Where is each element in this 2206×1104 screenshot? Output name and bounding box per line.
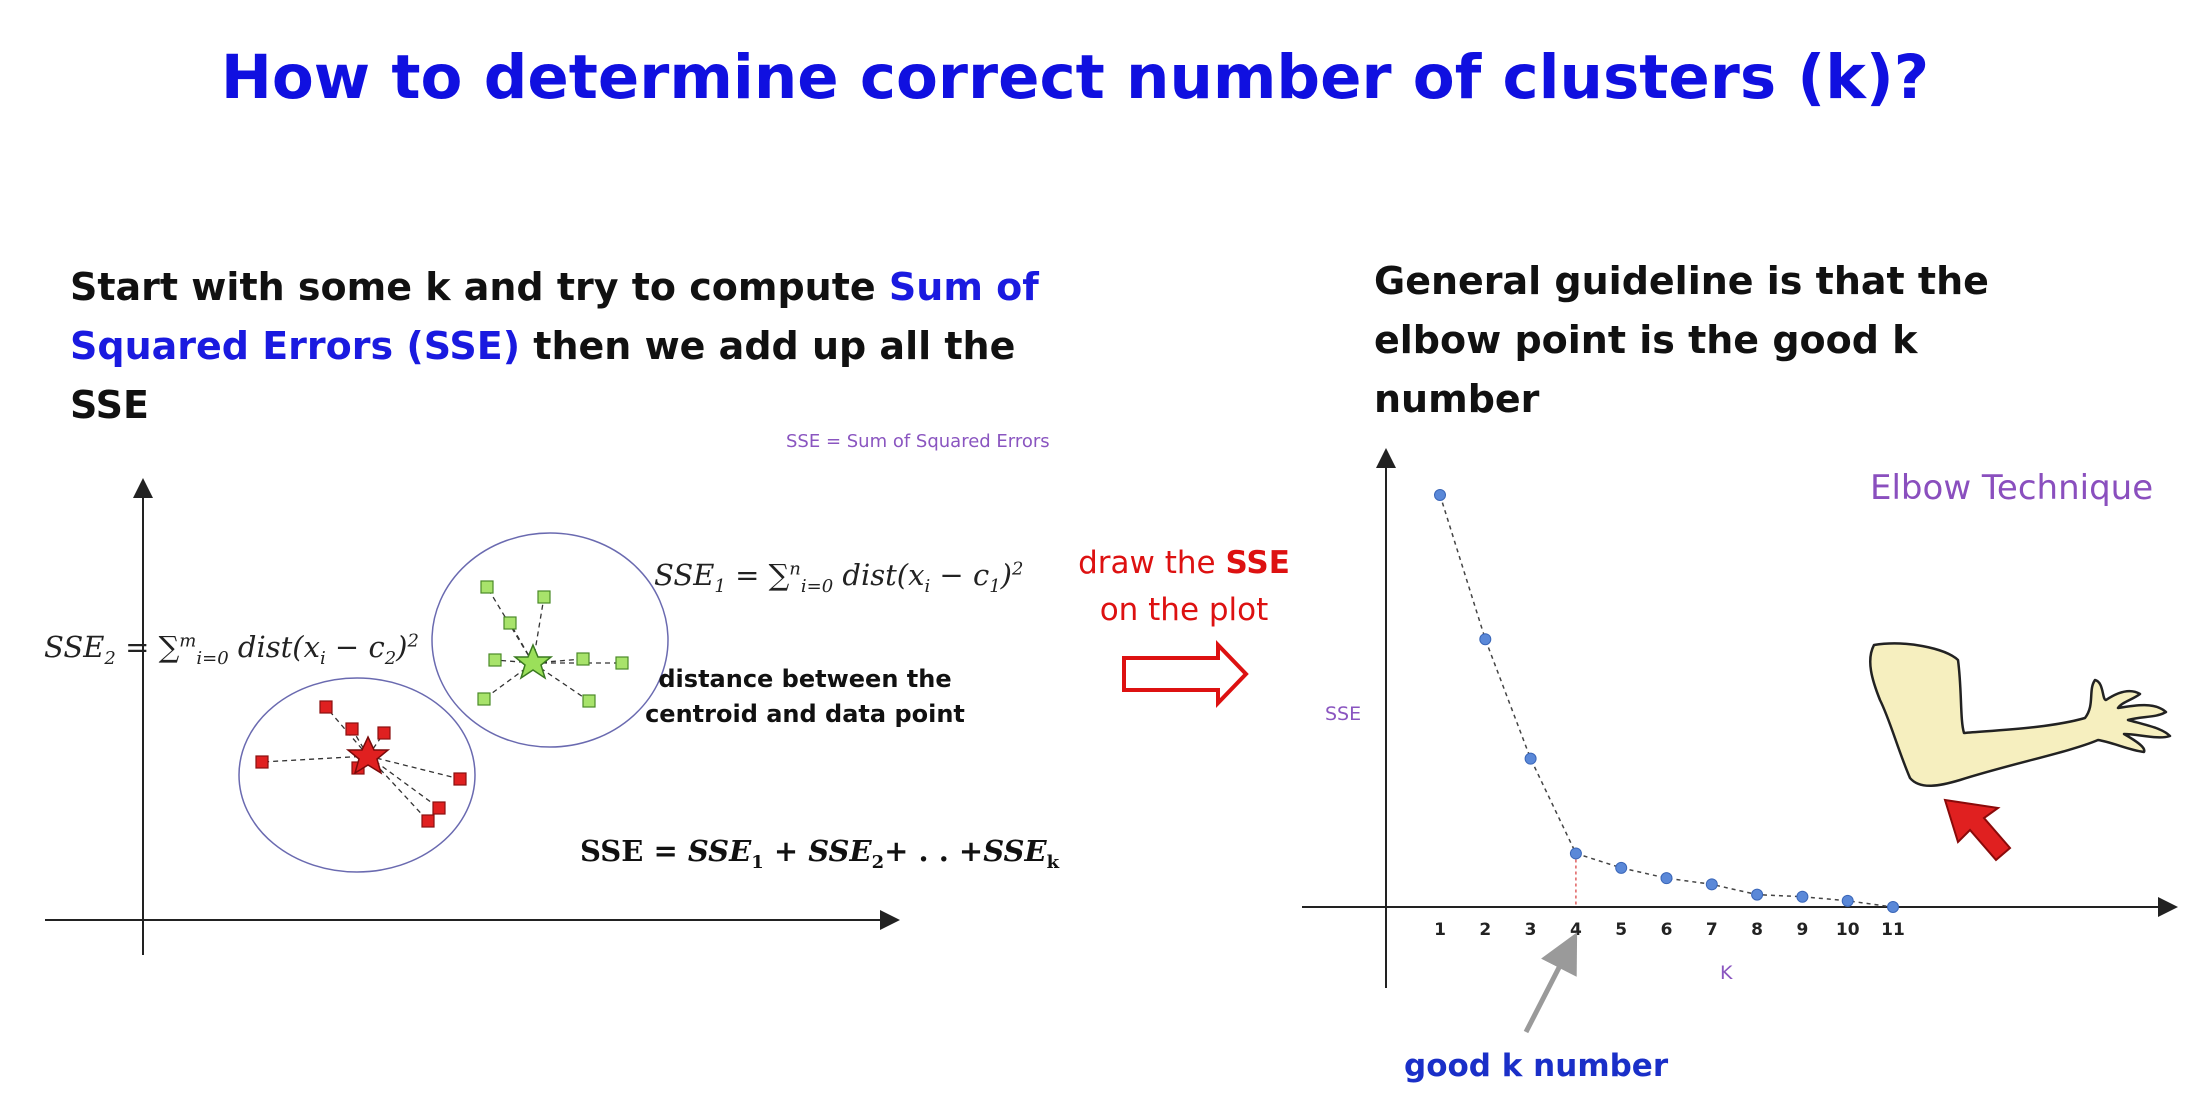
cluster1-point	[582, 694, 596, 708]
elbow-x-tick-label: 10	[1836, 920, 1860, 940]
cluster2-point	[377, 726, 391, 740]
left-description-part3: then we add up all the SSE	[70, 324, 1016, 427]
page-title: How to determine correct number of clust…	[220, 42, 1930, 113]
draw-sse-note: draw the SSE on the plot	[1054, 540, 1314, 634]
cluster2-point	[432, 801, 446, 815]
cluster2-centroid-star	[345, 735, 391, 775]
elbow-data-point	[1479, 633, 1492, 646]
draw-note-line2: on the plot	[1099, 592, 1269, 628]
right-description: General guideline is that the elbow poin…	[1374, 259, 1989, 421]
elbow-x-tick-label: 1	[1434, 920, 1446, 940]
bent-arm-icon	[1869, 642, 2172, 787]
cluster2-points	[255, 700, 467, 828]
left-description-part1: Start with some k and try to compute	[70, 265, 889, 309]
elbow-data-point	[1660, 872, 1673, 885]
elbow-data-point	[1705, 878, 1718, 891]
elbow-x-tick-label: 9	[1796, 920, 1808, 940]
elbow-x-tick-label: 2	[1479, 920, 1491, 940]
distance-note: distance between the centroid and data p…	[645, 665, 965, 728]
elbow-technique-title: Elbow Technique	[1870, 468, 2154, 508]
good-k-label: good k number	[1404, 1048, 1669, 1084]
elbow-data-point	[1841, 894, 1854, 907]
sse1-formula: SSE1 = ∑ni=0 dist(xi − c1)2	[654, 558, 1024, 597]
cluster1-centroid-star	[512, 643, 554, 680]
elbow-series-line	[1439, 494, 1894, 908]
elbow-y-axis-label: SSE	[1325, 703, 1362, 725]
sse-total-formula: SSE = SSE1 + SSE2+ . . +SSEk	[580, 834, 1060, 873]
elbow-x-tick-label: 5	[1615, 920, 1627, 940]
elbow-data-point	[1887, 901, 1899, 913]
cluster1-point	[480, 580, 494, 594]
elbow-x-tick-label: 8	[1751, 920, 1763, 940]
elbow-x-tick-label: 11	[1881, 920, 1905, 940]
draw-note-line1: draw the	[1078, 545, 1226, 581]
elbow-data-point	[1524, 752, 1537, 765]
good-k-arrow-icon	[1523, 932, 1578, 1034]
left-description-highlight: Sum of Squared Errors (SSE)	[70, 265, 1039, 368]
elbow-x-tick-label: 4	[1570, 920, 1582, 940]
cluster2-point	[319, 700, 333, 714]
cluster2-point	[255, 755, 269, 769]
elbow-data-point	[1434, 489, 1446, 501]
elbow-data-point	[1615, 861, 1628, 874]
elbow-data-point	[1751, 888, 1764, 901]
cluster2-circle	[238, 677, 476, 873]
cluster1-point	[488, 653, 502, 667]
elbow-x-axis-label: K	[1720, 962, 1733, 984]
cluster2-point	[421, 814, 435, 828]
cluster1-points	[477, 580, 629, 708]
cluster1-point	[615, 656, 629, 670]
elbow-data-point	[1796, 890, 1809, 903]
red-arrow-icon	[1943, 798, 2012, 862]
cluster2-point	[453, 772, 467, 786]
draw-note-highlight: SSE	[1225, 545, 1290, 581]
elbow-x-tick-label: 7	[1706, 920, 1718, 940]
cluster1-point	[576, 652, 590, 666]
cluster2-point	[345, 722, 359, 736]
cluster1-point	[537, 590, 551, 604]
cluster1-point	[477, 692, 491, 706]
elbow-data-point	[1569, 847, 1582, 860]
elbow-x-tick-label: 3	[1525, 920, 1537, 940]
elbow-x-tick-label: 6	[1661, 920, 1673, 940]
cluster-figure	[45, 478, 900, 955]
sse2-formula: SSE2 = ∑mi=0 dist(xi − c2)2	[44, 630, 419, 669]
left-description: Start with some k and try to compute Sum…	[70, 258, 1050, 435]
cluster1-circle	[431, 532, 669, 748]
sse-definition: SSE = Sum of Squared Errors	[786, 431, 1050, 452]
cluster1-point	[503, 616, 517, 630]
